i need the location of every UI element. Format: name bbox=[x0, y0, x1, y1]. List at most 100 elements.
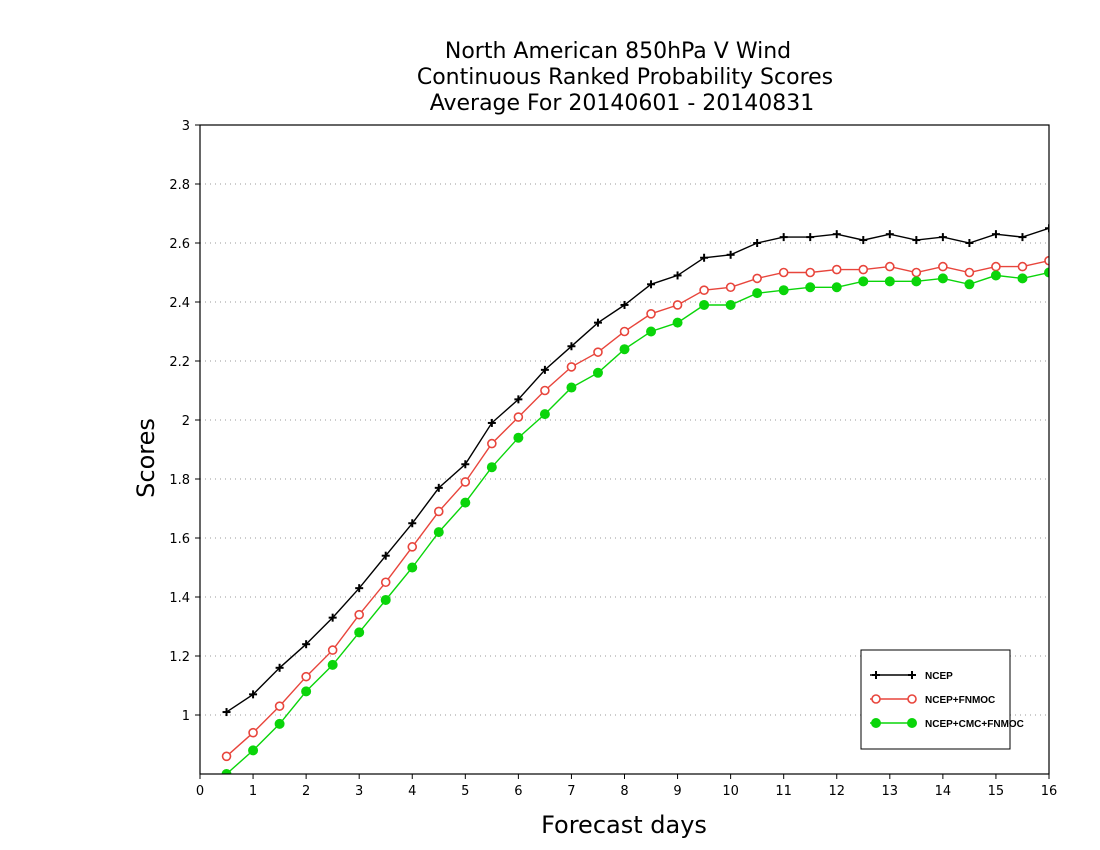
data-point bbox=[381, 551, 390, 560]
data-point bbox=[1044, 267, 1049, 278]
data-point bbox=[1017, 261, 1028, 272]
data-point bbox=[831, 282, 842, 293]
grid-layer bbox=[200, 183, 1049, 716]
data-point bbox=[249, 690, 258, 699]
data-point bbox=[938, 233, 947, 242]
x-axis-label: Forecast days bbox=[541, 811, 707, 839]
y-tick-label: 2 bbox=[182, 414, 190, 429]
x-tick-label: 14 bbox=[935, 784, 952, 799]
data-point bbox=[646, 326, 657, 337]
data-point bbox=[778, 285, 789, 296]
series-ncep-cmc-fnmoc bbox=[221, 267, 1049, 774]
data-point bbox=[327, 645, 338, 655]
data-point bbox=[302, 640, 311, 649]
axis-layer: 11.21.41.61.822.22.42.62.830 1 2 3 4 5 6 7 8 9 10 1… bbox=[169, 119, 1057, 799]
data-point bbox=[726, 250, 735, 259]
data-point bbox=[355, 584, 364, 593]
data-point bbox=[937, 273, 948, 284]
data-point bbox=[991, 230, 1000, 239]
y-tick-label: 1 bbox=[182, 709, 190, 724]
y-tick-label: 1.2 bbox=[169, 650, 190, 665]
data-point bbox=[619, 326, 630, 337]
data-point bbox=[593, 318, 602, 327]
legend-label: NCEP+FNMOC bbox=[925, 695, 995, 706]
data-point bbox=[753, 239, 762, 247]
data-point bbox=[700, 253, 709, 262]
legend-marker bbox=[871, 694, 881, 704]
y-tick-label: 2.6 bbox=[169, 237, 190, 252]
data-point bbox=[805, 267, 816, 278]
data-point bbox=[567, 342, 576, 351]
data-point bbox=[354, 609, 364, 620]
y-tick-label: 2.8 bbox=[169, 178, 190, 193]
data-point bbox=[725, 282, 736, 293]
y-tick-label: 2.4 bbox=[169, 296, 190, 311]
data-point bbox=[672, 317, 683, 328]
data-point bbox=[858, 276, 869, 287]
data-point bbox=[699, 285, 709, 296]
data-point bbox=[673, 271, 682, 280]
x-tick-label: 3 bbox=[355, 784, 363, 799]
data-point bbox=[912, 236, 921, 245]
data-point bbox=[885, 261, 895, 272]
x-tick-label: 5 bbox=[461, 784, 469, 799]
data-point bbox=[938, 261, 948, 272]
y-tick-label: 1.4 bbox=[169, 591, 190, 606]
data-point bbox=[965, 239, 974, 247]
data-point bbox=[646, 308, 656, 319]
x-tick-label: 13 bbox=[882, 784, 899, 799]
legend-marker bbox=[907, 694, 917, 704]
data-point bbox=[486, 462, 497, 473]
data-point bbox=[647, 280, 656, 289]
data-point bbox=[460, 477, 471, 487]
series-layer bbox=[221, 224, 1049, 774]
legend-marker bbox=[871, 718, 881, 728]
x-tick-label: 7 bbox=[567, 784, 575, 799]
data-point bbox=[275, 663, 284, 672]
data-point bbox=[433, 527, 444, 538]
data-point bbox=[301, 671, 311, 682]
data-point bbox=[672, 300, 683, 310]
legend-label: NCEP+CMC+FNMOC bbox=[925, 719, 1024, 730]
x-tick-label: 16 bbox=[1041, 784, 1058, 799]
x-tick-label: 10 bbox=[722, 784, 739, 799]
y-tick-label: 2.2 bbox=[169, 355, 190, 370]
data-point bbox=[619, 344, 630, 355]
data-point bbox=[778, 267, 789, 278]
data-point bbox=[885, 230, 894, 239]
data-point bbox=[699, 299, 710, 310]
data-point bbox=[222, 708, 231, 717]
data-point bbox=[1017, 273, 1028, 284]
data-point bbox=[514, 395, 523, 404]
data-point bbox=[1045, 224, 1049, 233]
data-point bbox=[354, 627, 365, 638]
chart-title-line-3: Average For 20140601 - 20140831 bbox=[430, 91, 815, 116]
data-point bbox=[566, 362, 577, 372]
data-point bbox=[221, 769, 232, 774]
data-point bbox=[407, 542, 418, 552]
data-point bbox=[858, 264, 869, 275]
chart-title-line-1: North American 850hPa V Wind bbox=[445, 39, 791, 64]
data-point bbox=[407, 562, 418, 573]
data-point bbox=[248, 745, 259, 756]
data-point bbox=[274, 701, 285, 711]
x-tick-label: 11 bbox=[775, 784, 792, 799]
data-point bbox=[805, 282, 816, 293]
data-point bbox=[725, 299, 736, 310]
data-point bbox=[1044, 255, 1049, 266]
data-point bbox=[540, 365, 549, 374]
data-point bbox=[990, 270, 1001, 281]
data-point bbox=[487, 438, 497, 449]
data-point bbox=[592, 367, 603, 378]
x-tick-label: 1 bbox=[249, 784, 257, 799]
x-tick-label: 12 bbox=[828, 784, 845, 799]
data-point bbox=[1018, 233, 1027, 242]
data-point bbox=[752, 288, 763, 299]
data-point bbox=[487, 418, 496, 427]
y-tick-label: 1.8 bbox=[169, 473, 190, 488]
legend-marker bbox=[908, 671, 916, 679]
data-point bbox=[327, 659, 338, 670]
data-point bbox=[911, 276, 922, 287]
legend-label: NCEP bbox=[925, 671, 953, 682]
